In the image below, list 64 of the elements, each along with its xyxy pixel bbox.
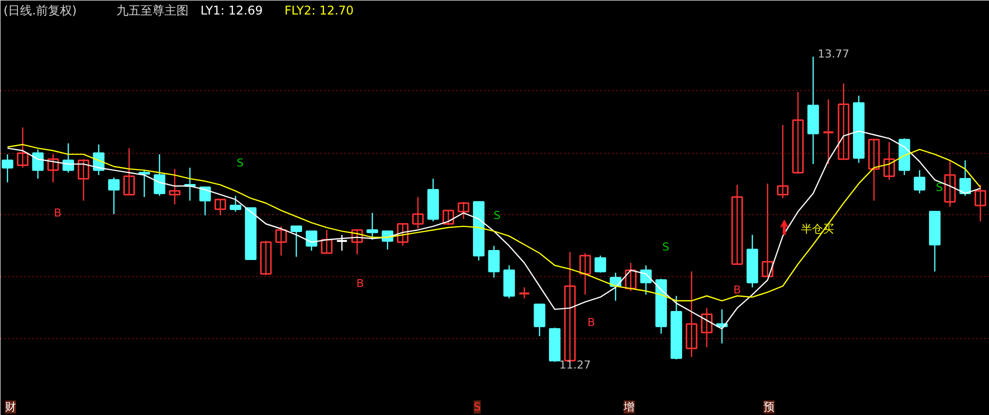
- candlestick: [883, 141, 895, 181]
- candlestick: [564, 251, 576, 362]
- candlestick: [442, 210, 454, 226]
- candlestick: [366, 212, 378, 240]
- text: FLY2: 12.70: [284, 4, 354, 18]
- candlestick: [230, 195, 242, 212]
- annotation: S: [236, 156, 244, 170]
- candlestick: [838, 82, 850, 160]
- candlestick: [868, 138, 880, 202]
- candlestick: [62, 142, 74, 174]
- chart-title: (日线.前复权): [4, 4, 77, 18]
- candlestick: [700, 307, 713, 348]
- candlestick: [168, 168, 180, 205]
- candlestick: [762, 182, 774, 278]
- annotation: B: [587, 316, 595, 330]
- candlestick: [199, 186, 211, 216]
- annotation: 预: [764, 400, 775, 414]
- candlestick: [518, 286, 530, 299]
- annotation: B: [356, 277, 364, 290]
- annotation: B: [54, 206, 62, 220]
- candlestick: [686, 270, 698, 358]
- annotation: 财: [5, 400, 16, 414]
- candlestick: [306, 230, 318, 252]
- annotation: S: [662, 240, 670, 254]
- candlestick: [16, 126, 28, 168]
- candlestick: [458, 201, 470, 220]
- candlestick: [2, 154, 14, 183]
- candlestick: [78, 158, 90, 202]
- annotation: S: [474, 400, 481, 414]
- candlestick: [351, 229, 363, 255]
- candlestick: [320, 229, 332, 254]
- annotation: 增: [622, 400, 635, 414]
- candlestick: [731, 184, 743, 265]
- candlestick: [32, 148, 44, 180]
- candlestick: [412, 196, 424, 230]
- candlestick: [534, 304, 546, 337]
- candlestick: [579, 252, 591, 296]
- candlestick: [974, 184, 986, 222]
- annotation: B: [733, 283, 741, 296]
- candlestick: [594, 255, 606, 274]
- candlestick: [290, 226, 302, 258]
- candlestick: [396, 223, 408, 246]
- chart-subtitle: 九五至尊主图: [116, 4, 188, 18]
- annotation: 11.27: [559, 358, 591, 372]
- candlestick: [336, 234, 348, 252]
- candlestick: [914, 170, 926, 194]
- text: LY1: 12.69: [200, 4, 263, 18]
- candlestick: [275, 226, 287, 256]
- candlestick: [776, 124, 789, 199]
- candlestick: [108, 176, 120, 215]
- candlestick: [959, 160, 971, 196]
- candlestick: [624, 262, 637, 292]
- candlestick: [944, 160, 956, 208]
- annotation: S: [936, 180, 943, 194]
- candlestick: [47, 154, 59, 183]
- candlestick: [792, 91, 804, 174]
- candlestick: [123, 148, 135, 196]
- candlestick: [488, 245, 500, 278]
- candlestick: [260, 240, 272, 276]
- candlestick: [154, 154, 166, 196]
- candlestick: [214, 198, 226, 216]
- annotation: S: [493, 208, 500, 222]
- annotation: 13.77: [818, 47, 850, 60]
- candlestick: [822, 98, 834, 165]
